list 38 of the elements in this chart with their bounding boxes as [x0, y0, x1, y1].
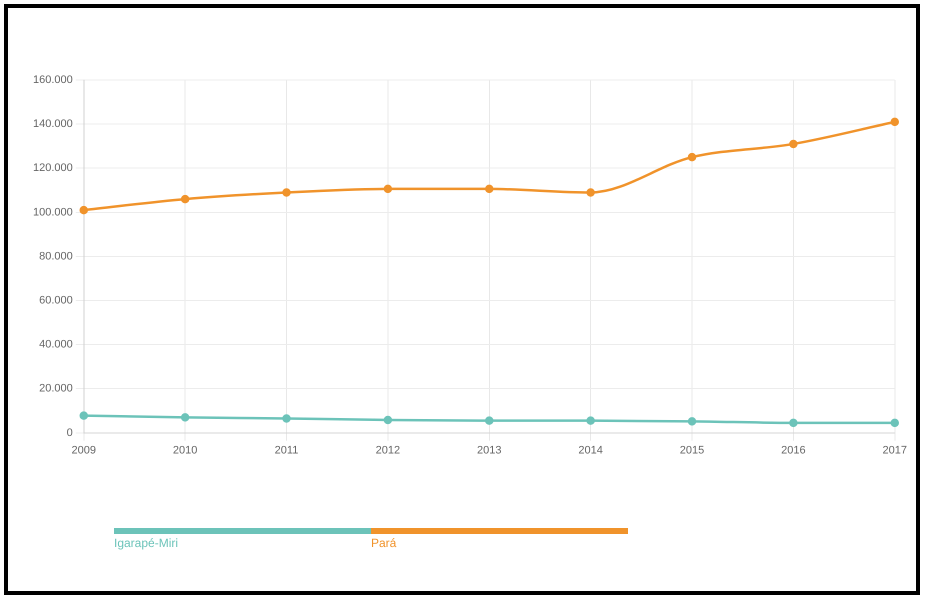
y-tick-label: 0 — [66, 426, 73, 439]
x-tick-label: 2017 — [882, 444, 908, 456]
x-tick-label: 2012 — [376, 444, 400, 456]
point — [384, 184, 392, 194]
y-tick-label: 60.000 — [39, 294, 73, 307]
point — [485, 184, 494, 194]
point — [890, 418, 900, 428]
point — [688, 152, 696, 162]
x-tick-label: 2010 — [172, 444, 198, 456]
point — [789, 140, 798, 148]
point — [688, 417, 696, 426]
point — [384, 416, 392, 424]
x-tick-label: 2013 — [477, 444, 502, 456]
point — [180, 194, 190, 204]
point — [586, 416, 595, 425]
y-tick-label: 140.000 — [32, 118, 73, 130]
x-tick-label: 2014 — [578, 444, 603, 456]
x-tick-label: 2015 — [680, 444, 704, 456]
x-tick-label: 2016 — [781, 444, 806, 456]
text: Igarapé-Miri — [114, 536, 178, 550]
y-tick-label: 40.000 — [39, 338, 73, 351]
point — [80, 411, 88, 420]
y-tick-label: 100.000 — [32, 206, 73, 218]
y-tick-label: 80.000 — [39, 250, 73, 262]
point — [586, 188, 595, 197]
point — [282, 414, 291, 423]
text: Pará — [371, 536, 396, 550]
y-tick-label: 20.000 — [39, 382, 73, 395]
y-tick-label: 120.000 — [32, 162, 73, 174]
point — [485, 416, 494, 425]
point — [180, 413, 190, 422]
point — [789, 418, 798, 428]
point — [80, 206, 88, 214]
x-tick-label: 2011 — [274, 444, 298, 456]
y-tick-label: 160.000 — [32, 74, 73, 86]
x-tick-label: 2009 — [72, 444, 96, 456]
point — [282, 188, 291, 197]
point — [890, 118, 900, 126]
